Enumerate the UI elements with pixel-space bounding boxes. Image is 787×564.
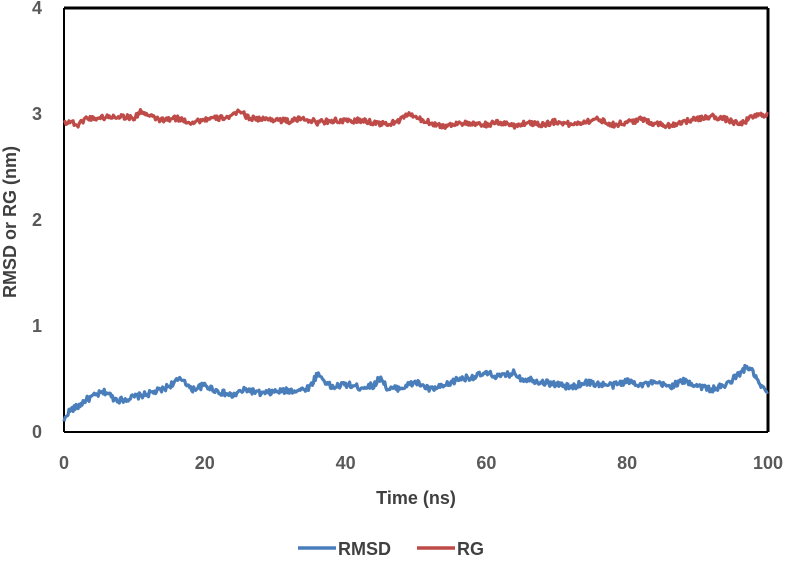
x-tick-label: 20 — [195, 453, 215, 473]
x-tick-label: 100 — [753, 453, 783, 473]
plot-area — [63, 6, 770, 433]
y-axis-title: RMSD or RG (nm) — [0, 146, 20, 298]
series-line-rg — [62, 108, 769, 130]
legend: RMSD RG — [298, 539, 484, 559]
series-line-rmsd — [62, 363, 769, 422]
series-layer — [62, 108, 769, 422]
x-tick-label: 40 — [336, 453, 356, 473]
x-axis-title: Time (ns) — [376, 488, 456, 508]
y-tick-label: 4 — [32, 0, 42, 18]
x-axis-ticks: 0 20 40 60 80 100 — [59, 453, 783, 473]
y-tick-label: 0 — [32, 422, 42, 442]
y-tick-label: 3 — [32, 104, 42, 124]
legend-label-rmsd: RMSD — [338, 539, 391, 559]
x-tick-label: 60 — [476, 453, 496, 473]
x-tick-label: 0 — [59, 453, 69, 473]
y-tick-label: 2 — [32, 210, 42, 230]
y-tick-label: 1 — [32, 316, 42, 336]
x-tick-label: 80 — [617, 453, 637, 473]
legend-label-rg: RG — [457, 539, 484, 559]
plot-background — [64, 8, 768, 432]
y-axis-ticks: 0 1 2 3 4 — [32, 0, 42, 442]
